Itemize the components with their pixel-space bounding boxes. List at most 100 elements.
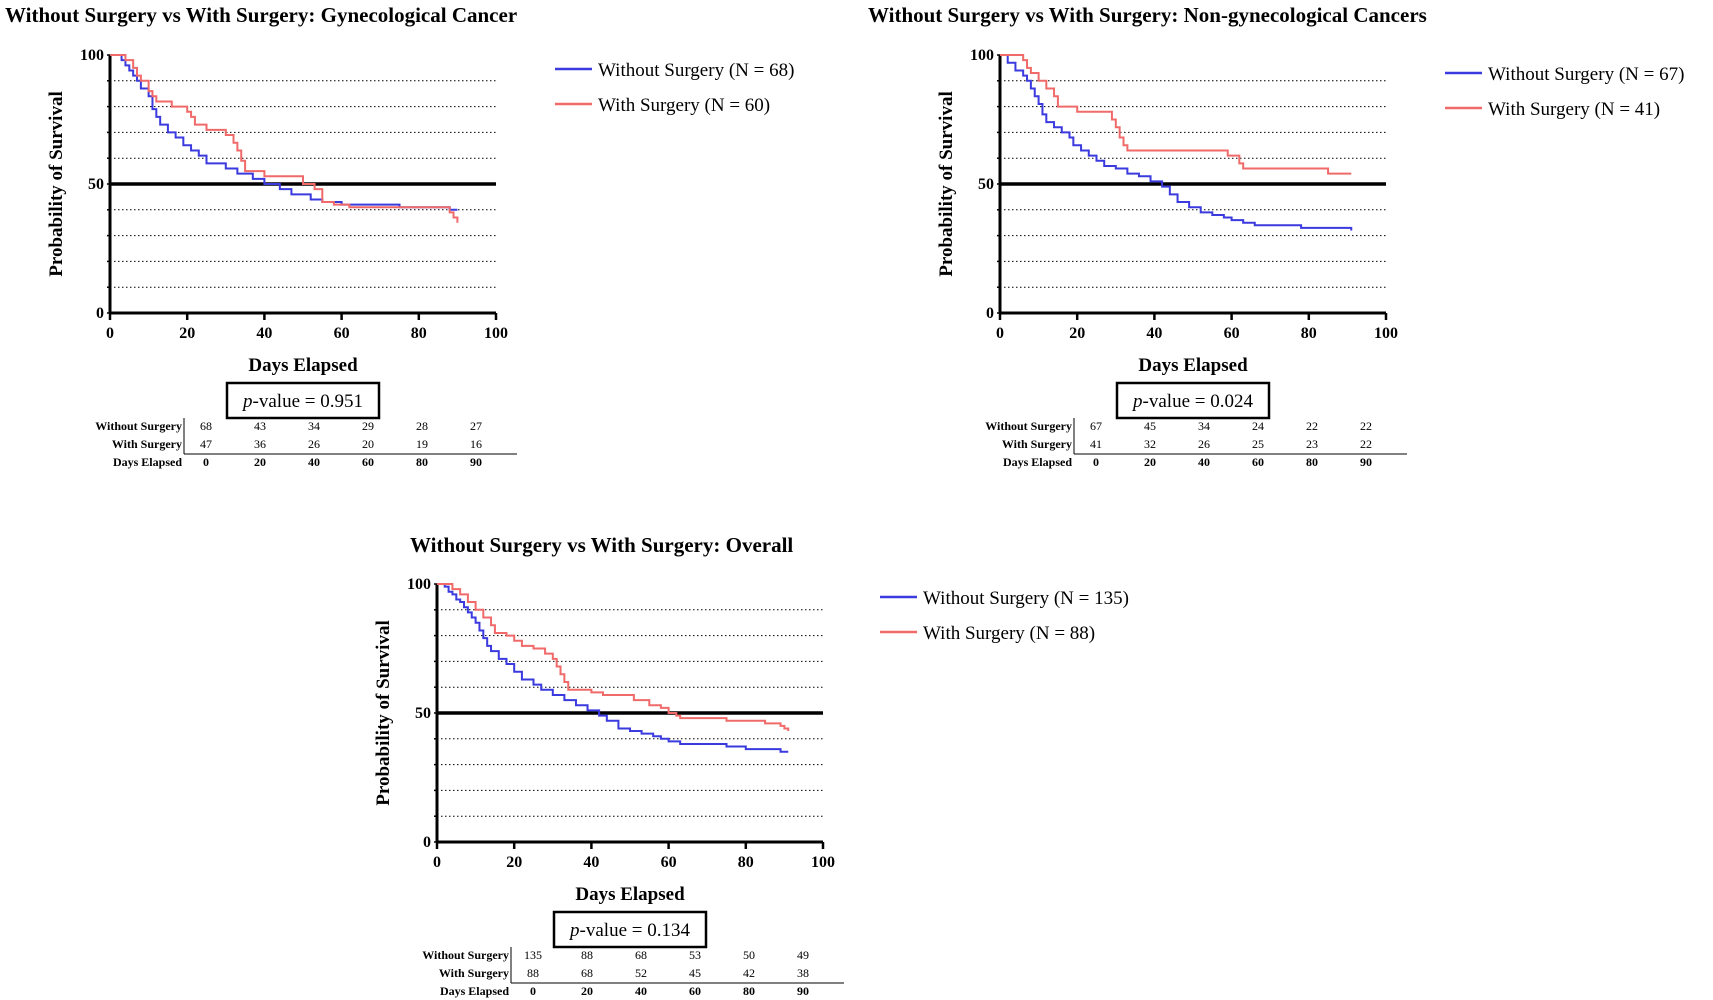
risk-cell: 32: [1144, 437, 1156, 451]
p-value-value: -value = 0.024: [1143, 391, 1254, 412]
risk-day-tick: 20: [1144, 455, 1156, 469]
p-value-prefix: p: [241, 391, 253, 412]
x-tick-label: 40: [1146, 325, 1162, 342]
x-axis-label: Days Elapsed: [1138, 355, 1248, 376]
legend-label-2: With Surgery (N = 60): [598, 95, 770, 116]
risk-day-tick: 80: [416, 455, 428, 469]
risk-cell: 68: [635, 948, 647, 962]
x-tick-label: 0: [106, 325, 114, 342]
chart-panel-1: Without Surgery vs With Surgery: Gynecol…: [5, 3, 794, 469]
chart-title: Without Surgery vs With Surgery: Gynecol…: [5, 3, 517, 27]
legend-label-2: With Surgery (N = 88): [923, 623, 1095, 644]
risk-cell: 26: [1198, 437, 1210, 451]
risk-row-label: Without Surgery: [95, 419, 182, 433]
risk-cell: 24: [1252, 419, 1264, 433]
risk-cell: 52: [635, 966, 647, 980]
risk-day-tick: 90: [470, 455, 482, 469]
risk-cell: 23: [1306, 437, 1318, 451]
y-tick-label: 50: [88, 176, 104, 193]
x-tick-label: 40: [583, 854, 599, 871]
risk-day-tick: 40: [308, 455, 320, 469]
p-value-text: p-value = 0.951: [241, 391, 363, 412]
risk-cell: 25: [1252, 437, 1264, 451]
risk-day-tick: 90: [797, 984, 809, 998]
p-value-text: p-value = 0.134: [568, 920, 690, 941]
risk-days-label: Days Elapsed: [440, 984, 509, 998]
risk-row-label: With Surgery: [112, 437, 182, 451]
risk-cell: 41: [1090, 437, 1102, 451]
chart-panel-3: Without Surgery vs With Surgery: Overall…: [373, 533, 1129, 998]
x-tick-label: 60: [334, 325, 350, 342]
legend-label-1: Without Surgery (N = 67): [1488, 64, 1684, 85]
risk-day-tick: 20: [254, 455, 266, 469]
risk-day-tick: 90: [1360, 455, 1372, 469]
legend-label-1: Without Surgery (N = 135): [923, 588, 1129, 609]
risk-days-label: Days Elapsed: [1003, 455, 1072, 469]
series-line-2: [437, 583, 790, 732]
risk-cell: 45: [1144, 419, 1156, 433]
x-tick-label: 80: [1301, 325, 1317, 342]
risk-days-label: Days Elapsed: [113, 455, 182, 469]
p-value-value: -value = 0.134: [580, 920, 691, 941]
risk-cell: 26: [308, 437, 320, 451]
risk-cell: 45: [689, 966, 701, 980]
series-line-1: [1000, 54, 1353, 231]
risk-day-tick: 0: [1093, 455, 1099, 469]
risk-cell: 68: [581, 966, 593, 980]
x-tick-label: 20: [1069, 325, 1085, 342]
risk-cell: 43: [254, 419, 266, 433]
risk-cell: 22: [1360, 437, 1372, 451]
x-tick-label: 20: [179, 325, 195, 342]
p-value-text: p-value = 0.024: [1131, 391, 1253, 412]
risk-row-label: With Surgery: [439, 966, 509, 980]
y-tick-label: 100: [407, 576, 431, 593]
risk-row-label: Without Surgery: [985, 419, 1072, 433]
y-axis-label: Probability of Survival: [373, 620, 394, 805]
risk-cell: 49: [797, 948, 809, 962]
series-line-1: [437, 583, 789, 753]
risk-cell: 88: [581, 948, 593, 962]
x-axis-label: Days Elapsed: [248, 355, 358, 376]
x-tick-label: 60: [1224, 325, 1240, 342]
y-tick-label: 100: [80, 47, 104, 64]
x-tick-label: 0: [996, 325, 1004, 342]
risk-day-tick: 80: [743, 984, 755, 998]
risk-cell: 53: [689, 948, 701, 962]
risk-cell: 22: [1360, 419, 1372, 433]
y-tick-label: 100: [970, 47, 994, 64]
risk-day-tick: 0: [203, 455, 209, 469]
y-tick-label: 0: [423, 834, 431, 851]
risk-day-tick: 0: [530, 984, 536, 998]
risk-cell: 16: [470, 437, 482, 451]
p-value-box: [552, 910, 708, 949]
x-tick-label: 40: [256, 325, 272, 342]
y-tick-label: 0: [96, 305, 104, 322]
p-value-prefix: p: [1131, 391, 1143, 412]
series-line-2: [1000, 54, 1352, 175]
risk-cell: 67: [1090, 419, 1102, 433]
risk-row-label: Without Surgery: [422, 948, 509, 962]
y-tick-label: 50: [978, 176, 994, 193]
risk-cell: 50: [743, 948, 755, 962]
y-axis-label: Probability of Survival: [46, 91, 67, 276]
chart-panel-2: Without Surgery vs With Surgery: Non-gyn…: [868, 3, 1684, 469]
chart-title: Without Surgery vs With Surgery: Overall: [410, 533, 793, 557]
risk-day-tick: 40: [635, 984, 647, 998]
chart-title: Without Surgery vs With Surgery: Non-gyn…: [868, 3, 1427, 27]
risk-cell: 88: [527, 966, 539, 980]
risk-cell: 38: [797, 966, 809, 980]
p-value-prefix: p: [568, 920, 580, 941]
x-tick-label: 20: [506, 854, 522, 871]
risk-cell: 42: [743, 966, 755, 980]
risk-cell: 20: [362, 437, 374, 451]
x-tick-label: 80: [411, 325, 427, 342]
x-axis-label: Days Elapsed: [575, 884, 685, 905]
legend-label-1: Without Surgery (N = 68): [598, 60, 794, 81]
risk-cell: 47: [200, 437, 212, 451]
risk-cell: 135: [524, 948, 542, 962]
risk-day-tick: 60: [689, 984, 701, 998]
risk-day-tick: 60: [362, 455, 374, 469]
x-tick-label: 100: [1374, 325, 1398, 342]
x-tick-label: 60: [661, 854, 677, 871]
